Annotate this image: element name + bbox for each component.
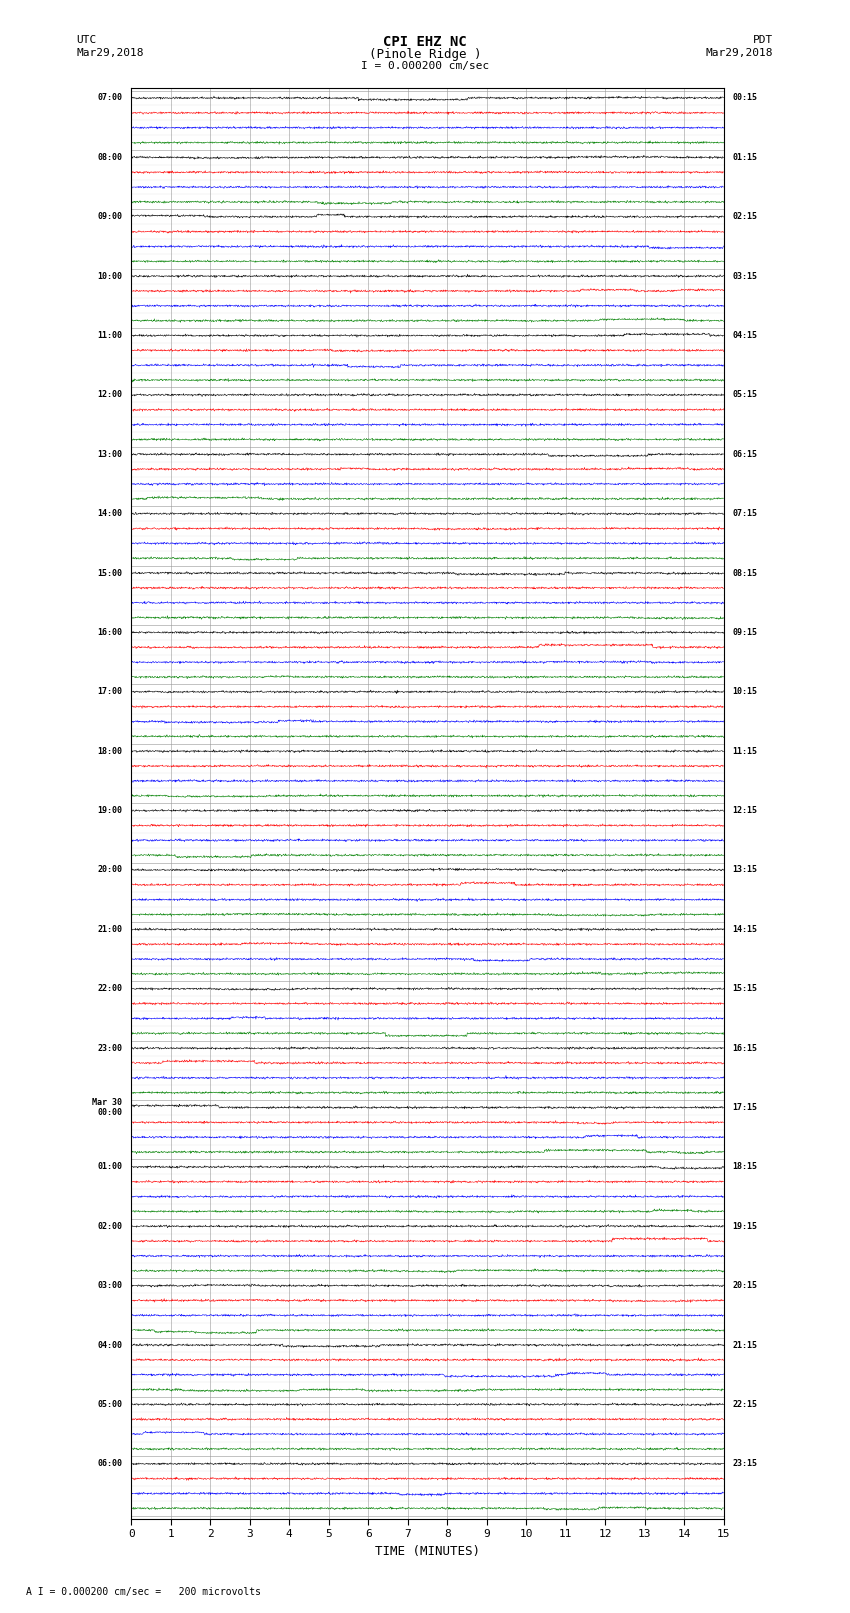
Text: 16:15: 16:15 bbox=[733, 1044, 757, 1053]
Text: 15:15: 15:15 bbox=[733, 984, 757, 994]
Text: 05:00: 05:00 bbox=[98, 1400, 122, 1408]
Text: 09:15: 09:15 bbox=[733, 627, 757, 637]
Text: 09:00: 09:00 bbox=[98, 213, 122, 221]
Text: 19:15: 19:15 bbox=[733, 1221, 757, 1231]
Text: 04:15: 04:15 bbox=[733, 331, 757, 340]
Text: 10:15: 10:15 bbox=[733, 687, 757, 697]
Text: 08:15: 08:15 bbox=[733, 568, 757, 577]
Text: 17:00: 17:00 bbox=[98, 687, 122, 697]
Text: I = 0.000200 cm/sec: I = 0.000200 cm/sec bbox=[361, 61, 489, 71]
Text: 23:00: 23:00 bbox=[98, 1044, 122, 1053]
Text: A I = 0.000200 cm/sec =   200 microvolts: A I = 0.000200 cm/sec = 200 microvolts bbox=[26, 1587, 260, 1597]
Text: 03:00: 03:00 bbox=[98, 1281, 122, 1290]
Text: Mar 30
00:00: Mar 30 00:00 bbox=[93, 1098, 122, 1118]
X-axis label: TIME (MINUTES): TIME (MINUTES) bbox=[375, 1545, 480, 1558]
Text: CPI EHZ NC: CPI EHZ NC bbox=[383, 35, 467, 50]
Text: UTC: UTC bbox=[76, 35, 97, 45]
Text: 07:00: 07:00 bbox=[98, 94, 122, 103]
Text: 06:00: 06:00 bbox=[98, 1460, 122, 1468]
Text: 21:15: 21:15 bbox=[733, 1340, 757, 1350]
Text: 02:00: 02:00 bbox=[98, 1221, 122, 1231]
Text: 12:00: 12:00 bbox=[98, 390, 122, 400]
Text: 13:00: 13:00 bbox=[98, 450, 122, 458]
Text: 04:00: 04:00 bbox=[98, 1340, 122, 1350]
Text: Mar29,2018: Mar29,2018 bbox=[76, 48, 144, 58]
Text: Mar29,2018: Mar29,2018 bbox=[706, 48, 774, 58]
Text: PDT: PDT bbox=[753, 35, 774, 45]
Text: 15:00: 15:00 bbox=[98, 568, 122, 577]
Text: 11:00: 11:00 bbox=[98, 331, 122, 340]
Text: 01:00: 01:00 bbox=[98, 1163, 122, 1171]
Text: 13:15: 13:15 bbox=[733, 866, 757, 874]
Text: 07:15: 07:15 bbox=[733, 510, 757, 518]
Text: 18:15: 18:15 bbox=[733, 1163, 757, 1171]
Text: 20:00: 20:00 bbox=[98, 866, 122, 874]
Text: 22:00: 22:00 bbox=[98, 984, 122, 994]
Text: 20:15: 20:15 bbox=[733, 1281, 757, 1290]
Text: 23:15: 23:15 bbox=[733, 1460, 757, 1468]
Text: 03:15: 03:15 bbox=[733, 271, 757, 281]
Text: 19:00: 19:00 bbox=[98, 806, 122, 815]
Text: 08:00: 08:00 bbox=[98, 153, 122, 161]
Text: 21:00: 21:00 bbox=[98, 924, 122, 934]
Text: 14:15: 14:15 bbox=[733, 924, 757, 934]
Text: 06:15: 06:15 bbox=[733, 450, 757, 458]
Text: 10:00: 10:00 bbox=[98, 271, 122, 281]
Text: 01:15: 01:15 bbox=[733, 153, 757, 161]
Text: 12:15: 12:15 bbox=[733, 806, 757, 815]
Text: 00:15: 00:15 bbox=[733, 94, 757, 103]
Text: 05:15: 05:15 bbox=[733, 390, 757, 400]
Text: 18:00: 18:00 bbox=[98, 747, 122, 755]
Text: 14:00: 14:00 bbox=[98, 510, 122, 518]
Text: (Pinole Ridge ): (Pinole Ridge ) bbox=[369, 48, 481, 61]
Text: 16:00: 16:00 bbox=[98, 627, 122, 637]
Text: 11:15: 11:15 bbox=[733, 747, 757, 755]
Text: 22:15: 22:15 bbox=[733, 1400, 757, 1408]
Text: 02:15: 02:15 bbox=[733, 213, 757, 221]
Text: 17:15: 17:15 bbox=[733, 1103, 757, 1111]
